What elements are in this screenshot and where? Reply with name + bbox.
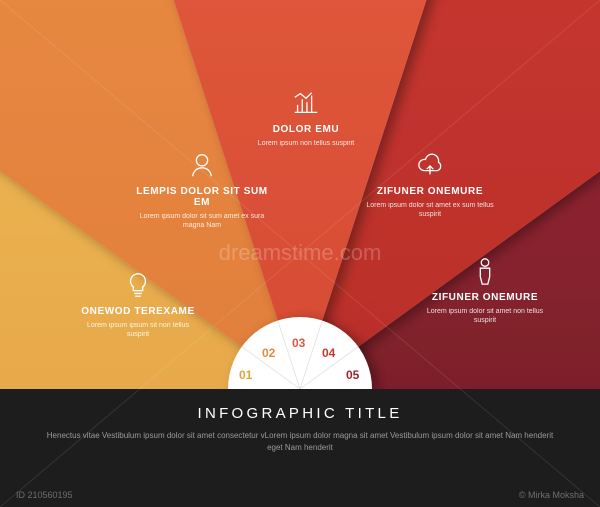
- segment-03-label: DOLOR EMU Lorem ipsum non tellus suspiri…: [256, 88, 356, 148]
- segment-05-heading: ZIFUNER ONEMURE: [420, 292, 550, 303]
- infographic-title: INFOGRAPHIC TITLE: [40, 405, 560, 422]
- segment-02-body: Lorem ipsum dolor sit sum amet ex sura m…: [132, 212, 272, 231]
- segment-01-heading: ONEWOD TEREXAME: [78, 306, 198, 317]
- footer: INFOGRAPHIC TITLE Henectus vitae Vestibu…: [0, 389, 600, 507]
- hub-num-05: 05: [346, 368, 359, 382]
- segment-04-body: Lorem ipsum dolor sit amet ex sum tellus…: [360, 201, 500, 220]
- segment-02-label: LEMPIS DOLOR SIT SUM EM Lorem ipsum dolo…: [132, 150, 272, 231]
- segment-03-heading: DOLOR EMU: [256, 124, 356, 135]
- cloud-upload-icon: [415, 150, 445, 180]
- hub-num-02: 02: [262, 346, 275, 360]
- infographic-stage: ONEWOD TEREXAME Lorem ipsum ipsum sit no…: [0, 0, 600, 507]
- segment-01-body: Lorem ipsum ipsum sit non tellus suspiri…: [78, 321, 198, 340]
- person-head-icon: [187, 150, 217, 180]
- lightbulb-icon: [123, 270, 153, 300]
- hub-num-03: 03: [292, 336, 305, 350]
- bar-chart-icon: [291, 88, 321, 118]
- hub-num-01: 01: [239, 368, 252, 382]
- segment-05-label: ZIFUNER ONEMURE Lorem ipsum dolor sit am…: [420, 256, 550, 326]
- person-body-icon: [470, 256, 500, 286]
- infographic-body: Henectus vitae Vestibulum ipsum dolor si…: [40, 430, 560, 454]
- segment-01-label: ONEWOD TEREXAME Lorem ipsum ipsum sit no…: [78, 270, 198, 340]
- segment-02-heading: LEMPIS DOLOR SIT SUM EM: [132, 186, 272, 208]
- segment-03-body: Lorem ipsum non tellus suspirit: [256, 139, 356, 148]
- segment-04-label: ZIFUNER ONEMURE Lorem ipsum dolor sit am…: [360, 150, 500, 220]
- segment-04-heading: ZIFUNER ONEMURE: [360, 186, 500, 197]
- segment-05-body: Lorem ipsum dolor sit amet non tellus su…: [420, 307, 550, 326]
- hub-num-04: 04: [322, 346, 335, 360]
